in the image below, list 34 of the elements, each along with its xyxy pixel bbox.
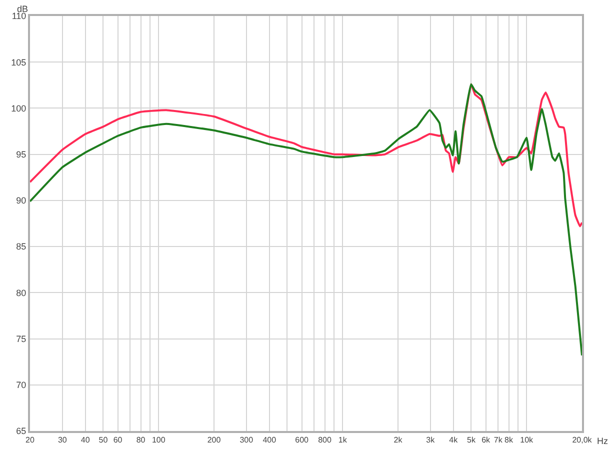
x-tick-label: 50 (98, 436, 108, 445)
x-tick-label: 20 (26, 436, 35, 445)
x-tick-label: 4k (449, 436, 459, 445)
x-tick-label: 8k (504, 436, 514, 445)
x-axis-title: Hz (597, 436, 608, 446)
y-tick-label: 105 (11, 57, 26, 68)
x-tick-label: 400 (262, 436, 277, 445)
x-tick-label: 30 (58, 436, 68, 445)
x-tick-label: 6k (482, 436, 492, 445)
x-tick-label: 80 (136, 436, 146, 445)
x-tick-label: 800 (318, 436, 332, 445)
y-tick-label: 100 (11, 103, 26, 114)
x-tick-label: 1k (338, 436, 348, 445)
y-tick-label: 95 (16, 149, 26, 160)
x-tick-label: 100 (152, 436, 166, 445)
x-tick-label: 40 (80, 436, 90, 445)
y-tick-label: 85 (16, 242, 26, 252)
x-tick-label: 600 (295, 436, 310, 445)
x-tick-label: 3k (426, 436, 436, 445)
y-tick-label: 75 (16, 334, 26, 344)
y-tick-label: 110 (12, 11, 26, 22)
y-tick-label: 70 (16, 380, 26, 390)
y-tick-label: 90 (16, 196, 26, 206)
x-tick-label: 10k (520, 436, 534, 445)
x-tick-label: 60 (113, 436, 123, 445)
y-tick-label: 80 (16, 288, 26, 298)
y-tick-label: 65 (16, 426, 26, 436)
x-tick-label: 20,0k (572, 436, 593, 445)
x-tick-label: 200 (207, 436, 222, 445)
x-tick-label: 300 (240, 436, 254, 445)
y-axis-title: dB (17, 4, 28, 14)
x-tick-label: 5k (466, 436, 476, 445)
x-tick-label: 2k (394, 436, 404, 445)
x-tick-label: 7k (494, 436, 504, 445)
